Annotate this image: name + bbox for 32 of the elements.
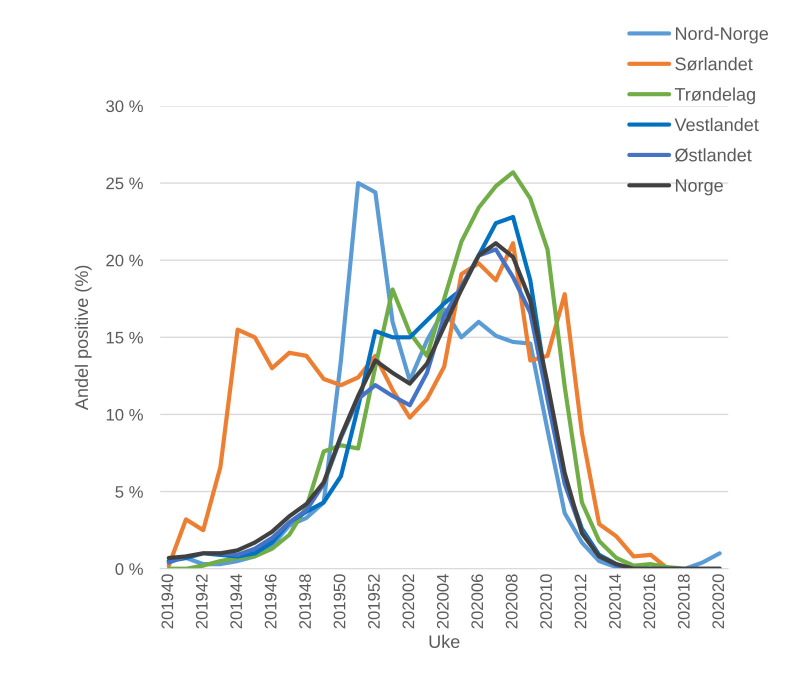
x-tick-label: 201942 bbox=[196, 574, 208, 628]
x-tick-label: 202016 bbox=[643, 574, 656, 628]
y-tick-label: 25 % bbox=[106, 177, 143, 190]
x-tick-label: 202002 bbox=[402, 574, 414, 628]
x-axis-title: Uke bbox=[430, 634, 460, 648]
x-tick-label: 201940 bbox=[161, 574, 174, 628]
legend-label: Norge bbox=[676, 179, 723, 196]
x-tick-label: 201952 bbox=[368, 574, 380, 628]
x-tick-label: 201946 bbox=[264, 574, 277, 628]
x-tick-label: 202006 bbox=[471, 574, 484, 628]
x-tick-label: 202018 bbox=[678, 574, 690, 628]
y-tick-label: 20 % bbox=[106, 254, 143, 266]
y-tick-label: 15 % bbox=[106, 332, 143, 344]
x-tick-label: 202020 bbox=[712, 574, 724, 628]
legend-label: Trøndelag bbox=[674, 87, 755, 104]
x-tick-label: 201948 bbox=[299, 574, 311, 628]
y-axis-title: Andel positive (%) bbox=[74, 266, 92, 410]
y-tick-label: 0 % bbox=[115, 563, 143, 575]
x-tick-label: 201950 bbox=[334, 574, 346, 628]
x-tick-label: 201944 bbox=[230, 574, 242, 628]
y-tick-label: 5 % bbox=[115, 486, 143, 498]
x-tick-label: 202004 bbox=[436, 574, 449, 628]
x-tick-label: 202012 bbox=[574, 574, 586, 628]
x-tick-label: 202008 bbox=[506, 574, 518, 628]
legend-label: Sørlandet bbox=[675, 57, 753, 70]
legend-label: Østlandet bbox=[675, 148, 752, 162]
y-tick-label: 10 % bbox=[106, 408, 143, 421]
legend-label: Vestlandet bbox=[674, 118, 759, 132]
x-tick-label: 202010 bbox=[540, 574, 552, 628]
y-tick-label: 30 % bbox=[106, 100, 143, 112]
x-tick-label: 202014 bbox=[609, 574, 621, 628]
legend-label: Nord-Norge bbox=[676, 26, 768, 44]
